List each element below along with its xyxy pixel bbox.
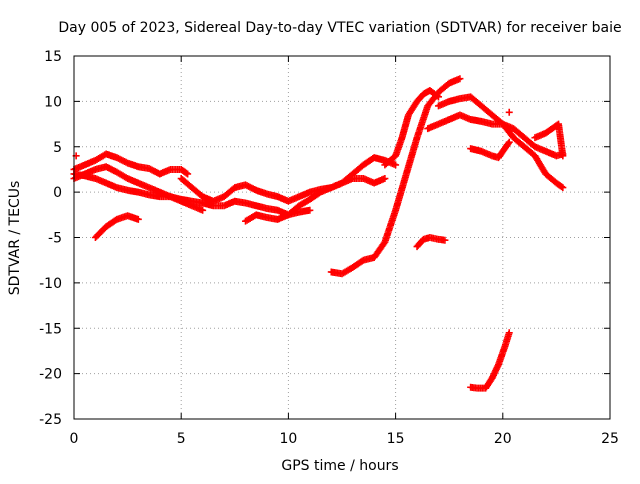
y-tick-label: -20 (39, 367, 62, 383)
data-point (182, 169, 190, 177)
x-axis-label: GPS time / hours (281, 458, 398, 474)
data-point (199, 206, 207, 214)
y-tick-label: 0 (53, 185, 62, 201)
data-point (505, 138, 513, 146)
series-arc-c (70, 163, 207, 214)
y-tick-label: -5 (48, 231, 62, 247)
data-point (504, 140, 512, 148)
x-tick-label: 25 (601, 431, 619, 447)
series-arc-l (531, 120, 567, 160)
y-tick-label: -25 (39, 412, 62, 428)
data-point (184, 170, 192, 178)
series-arc-h (381, 86, 442, 169)
series-arc-n (467, 329, 513, 392)
y-tick-label: -15 (39, 321, 62, 337)
grid-layer (74, 56, 610, 419)
series-arc-j (434, 93, 567, 192)
series-arc-m (413, 234, 449, 251)
data-point (505, 329, 513, 337)
data-point (456, 75, 464, 83)
data-point (434, 93, 442, 101)
data-point (134, 215, 142, 223)
y-tick-label: 5 (53, 140, 62, 156)
data-point (441, 236, 449, 244)
data-layer (70, 75, 567, 392)
x-tick-label: 0 (70, 431, 79, 447)
series-arc-f (242, 175, 389, 225)
label-layer: 0 5 10 15 20 25 -25 -20 -15 -10 -5 0 5 10 15 (39, 49, 619, 447)
x-tick-label: 20 (494, 431, 512, 447)
data-point (559, 152, 567, 160)
series-arc-d (91, 212, 142, 241)
data-point (306, 206, 314, 214)
series-isolated (72, 108, 513, 160)
data-point (381, 175, 389, 183)
y-tick-label: 10 (44, 94, 62, 110)
data-point (392, 161, 400, 169)
series-arc-a (70, 150, 192, 178)
x-tick-label: 10 (279, 431, 297, 447)
series-arc-k (467, 138, 513, 162)
data-point (433, 92, 441, 100)
data-point (559, 184, 567, 192)
x-tick-label: 15 (387, 431, 405, 447)
data-point (505, 108, 513, 116)
data-point (558, 183, 566, 191)
series-arc-g (327, 75, 464, 278)
x-tick-label: 5 (177, 431, 186, 447)
chart-title: Day 005 of 2023, Sidereal Day-to-day VTE… (58, 20, 621, 36)
y-tick-label: 15 (44, 49, 62, 65)
tick-layer (73, 55, 611, 420)
y-axis-label: SDTVAR / TECUs (7, 181, 23, 296)
y-tick-label: -10 (39, 276, 62, 292)
